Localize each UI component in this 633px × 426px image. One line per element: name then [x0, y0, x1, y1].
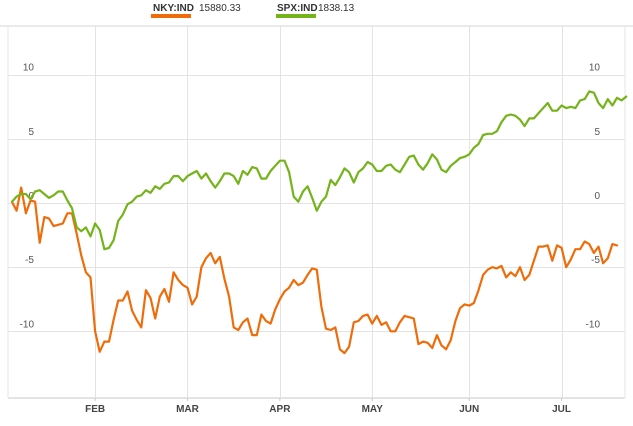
x-tick-label: JUN: [459, 404, 479, 415]
legend-label: SPX:IND: [277, 3, 318, 14]
y-tick-label-right: -10: [586, 319, 601, 330]
x-tick-label: FEB: [85, 404, 105, 415]
grid: [0, 25, 633, 399]
series-line-spx-ind: [10, 90, 628, 251]
legend-label: NKY:IND: [153, 3, 194, 14]
y-tick-label-right: 0: [594, 191, 600, 202]
y-tick-label-right: -5: [591, 255, 600, 266]
legend-item: NKY:IND 15880.33: [151, 3, 241, 18]
y-tick-label-left: -10: [20, 319, 35, 330]
legend-swatch: [151, 14, 191, 18]
y-tick-label-right: 5: [594, 127, 600, 138]
x-tick-label: MAY: [362, 404, 384, 415]
series-line-nky-ind: [10, 186, 619, 355]
y-tick-label-left: 10: [23, 63, 35, 74]
x-tick-label: JUL: [552, 404, 571, 415]
y-axis-right: 10 5 0 -5 -10: [586, 63, 601, 331]
legend: NKY:IND 15880.33 SPX:IND 1838.13: [151, 3, 355, 18]
x-tick-label: APR: [269, 404, 291, 415]
x-tick-label: MAR: [176, 404, 200, 415]
series-layer: [10, 90, 628, 355]
legend-value: 1838.13: [318, 3, 355, 14]
y-tick-label-left: 5: [28, 127, 34, 138]
legend-value: 15880.33: [199, 3, 241, 14]
legend-swatch: [276, 14, 316, 18]
y-tick-label-right: 10: [589, 63, 601, 74]
y-tick-label-left: -5: [25, 255, 34, 266]
x-axis: FEB MAR APR MAY JUN JUL: [85, 398, 571, 415]
legend-item: SPX:IND 1838.13: [276, 3, 355, 18]
